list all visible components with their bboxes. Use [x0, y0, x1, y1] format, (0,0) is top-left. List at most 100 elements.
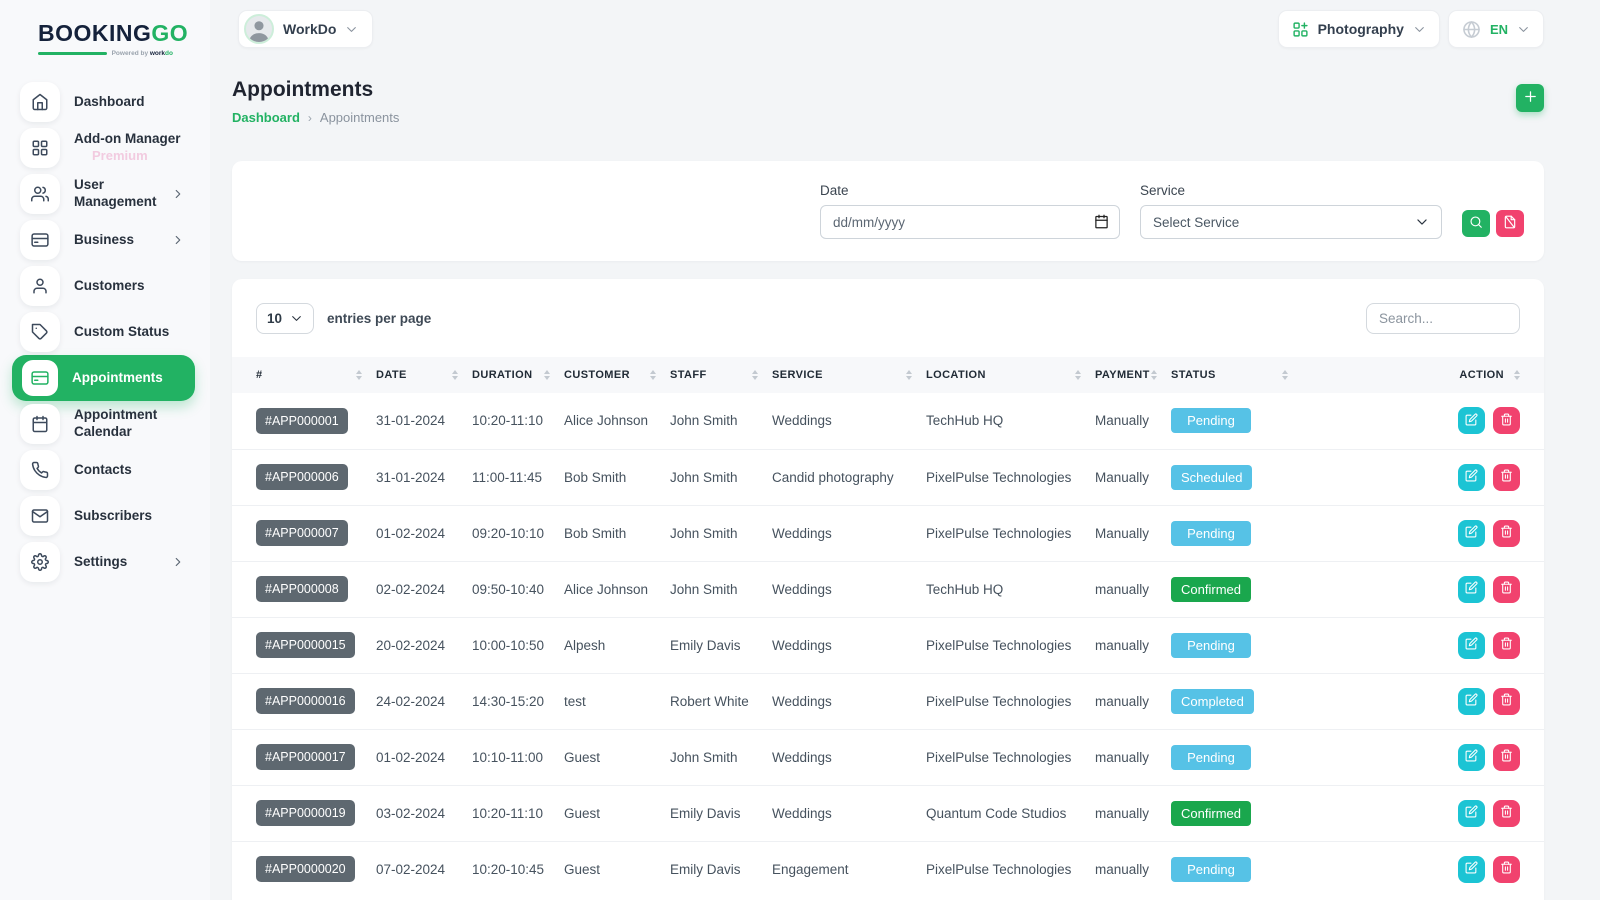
cell-duration: 10:20-11:10 [472, 785, 564, 841]
sidebar-item-appointments[interactable]: Appointments [12, 355, 195, 401]
status-badge: Pending [1171, 857, 1251, 882]
cell-staff: Emily Davis [670, 841, 772, 897]
plus-icon [1523, 89, 1538, 107]
edit-button[interactable] [1458, 856, 1485, 883]
delete-button[interactable] [1493, 688, 1520, 715]
sidebar-item-label: Appointment Calendar [74, 407, 195, 441]
table-search-input[interactable] [1366, 303, 1520, 334]
edit-icon [1465, 749, 1478, 765]
table-row: #APP000001624-02-202414:30-15:20testRobe… [232, 673, 1544, 729]
add-appointment-button[interactable] [1516, 84, 1544, 112]
edit-button[interactable] [1458, 688, 1485, 715]
cell-date: 01-02-2024 [376, 505, 472, 561]
appointment-id-badge: #APP000008 [256, 576, 348, 602]
edit-button[interactable] [1458, 632, 1485, 659]
cell-date: 02-02-2024 [376, 561, 472, 617]
page-title: Appointments [232, 78, 399, 102]
cell-payment: manually [1095, 785, 1171, 841]
breadcrumb-dashboard-link[interactable]: Dashboard [232, 110, 300, 125]
calendar-icon [20, 404, 60, 444]
cell-date: 24-02-2024 [376, 673, 472, 729]
table-row: #APP000001520-02-202410:00-10:50AlpeshEm… [232, 617, 1544, 673]
sidebar-item-label: Add-on Manager [74, 131, 181, 148]
cell-location: PixelPulse Technologies [926, 617, 1095, 673]
cell-customer: Guest [564, 785, 670, 841]
users-icon [20, 174, 60, 214]
sidebar-item-custom-status[interactable]: Custom Status [12, 309, 195, 355]
cell-customer: Alpesh [564, 617, 670, 673]
sidebar-item-contacts[interactable]: Contacts [12, 447, 195, 493]
chevron-right-icon [171, 187, 185, 201]
sort-icon [356, 370, 362, 380]
column-header-id[interactable]: # [232, 357, 376, 393]
cell-customer: Bob Smith [564, 505, 670, 561]
cell-location: PixelPulse Technologies [926, 449, 1095, 505]
workspace-switcher[interactable]: WorkDo [238, 10, 373, 48]
sidebar-item-add-on-manager[interactable]: Add-on ManagerPremium [12, 125, 195, 171]
chevron-down-icon [345, 23, 358, 36]
cell-payment: manually [1095, 561, 1171, 617]
sidebar-item-settings[interactable]: Settings [12, 539, 195, 585]
appointment-id-badge: #APP0000019 [256, 800, 355, 826]
column-header-duration[interactable]: DURATION [472, 357, 564, 393]
module-switcher[interactable]: Photography [1278, 10, 1440, 48]
status-badge: Completed [1171, 689, 1254, 714]
sort-icon [650, 370, 656, 380]
cell-payment: manually [1095, 841, 1171, 897]
column-header-service[interactable]: SERVICE [772, 357, 926, 393]
delete-button[interactable] [1493, 632, 1520, 659]
sidebar-item-appointment-calendar[interactable]: Appointment Calendar [12, 401, 195, 447]
edit-button[interactable] [1458, 520, 1485, 547]
sidebar-item-subscribers[interactable]: Subscribers [12, 493, 195, 539]
edit-button[interactable] [1458, 407, 1485, 434]
cell-customer: Alice Johnson [564, 393, 670, 449]
table-body: #APP00000131-01-202410:20-11:10Alice Joh… [232, 393, 1544, 897]
filter-search-button[interactable] [1462, 210, 1490, 237]
avatar [244, 14, 274, 44]
date-input[interactable] [820, 205, 1120, 239]
sidebar-item-label: User Management [74, 177, 157, 211]
search-icon [1469, 215, 1483, 232]
filter-clear-button[interactable] [1496, 210, 1524, 237]
sidebar-item-user-management[interactable]: User Management [12, 171, 195, 217]
delete-button[interactable] [1493, 744, 1520, 771]
delete-button[interactable] [1493, 800, 1520, 827]
cell-staff: Robert White [670, 673, 772, 729]
language-switcher[interactable]: EN [1448, 10, 1544, 48]
delete-button[interactable] [1493, 407, 1520, 434]
sidebar-item-dashboard[interactable]: Dashboard [12, 79, 195, 125]
sort-icon [544, 370, 550, 380]
status-badge: Pending [1171, 745, 1251, 770]
column-header-staff[interactable]: STAFF [670, 357, 772, 393]
column-header-action[interactable]: ACTION [1302, 357, 1544, 393]
page-header: Appointments Dashboard › Appointments [232, 78, 1544, 125]
service-select[interactable]: Select Service [1140, 205, 1442, 239]
trash-icon [1500, 581, 1513, 597]
edit-button[interactable] [1458, 576, 1485, 603]
sidebar-item-business[interactable]: Business [12, 217, 195, 263]
column-header-customer[interactable]: CUSTOMER [564, 357, 670, 393]
delete-button[interactable] [1493, 576, 1520, 603]
column-header-location[interactable]: LOCATION [926, 357, 1095, 393]
entries-per-page-select[interactable]: 10 [256, 303, 314, 334]
edit-button[interactable] [1458, 800, 1485, 827]
sidebar: BOOKINGGO Powered by workdo DashboardAdd… [0, 0, 210, 900]
appointment-id-badge: #APP000007 [256, 520, 348, 546]
edit-button[interactable] [1458, 464, 1485, 491]
delete-button[interactable] [1493, 520, 1520, 547]
credit-card-icon [20, 220, 60, 260]
cell-location: Quantum Code Studios [926, 785, 1095, 841]
sidebar-item-customers[interactable]: Customers [12, 263, 195, 309]
column-header-payment[interactable]: PAYMENT [1095, 357, 1171, 393]
table-row: #APP00000701-02-202409:20-10:10Bob Smith… [232, 505, 1544, 561]
column-header-date[interactable]: DATE [376, 357, 472, 393]
cell-date: 03-02-2024 [376, 785, 472, 841]
edit-button[interactable] [1458, 744, 1485, 771]
column-header-status[interactable]: STATUS [1171, 357, 1302, 393]
cell-duration: 14:30-15:20 [472, 673, 564, 729]
delete-button[interactable] [1493, 856, 1520, 883]
cell-duration: 10:10-11:00 [472, 729, 564, 785]
delete-button[interactable] [1493, 464, 1520, 491]
cell-duration: 11:00-11:45 [472, 449, 564, 505]
language-label: EN [1490, 22, 1508, 37]
